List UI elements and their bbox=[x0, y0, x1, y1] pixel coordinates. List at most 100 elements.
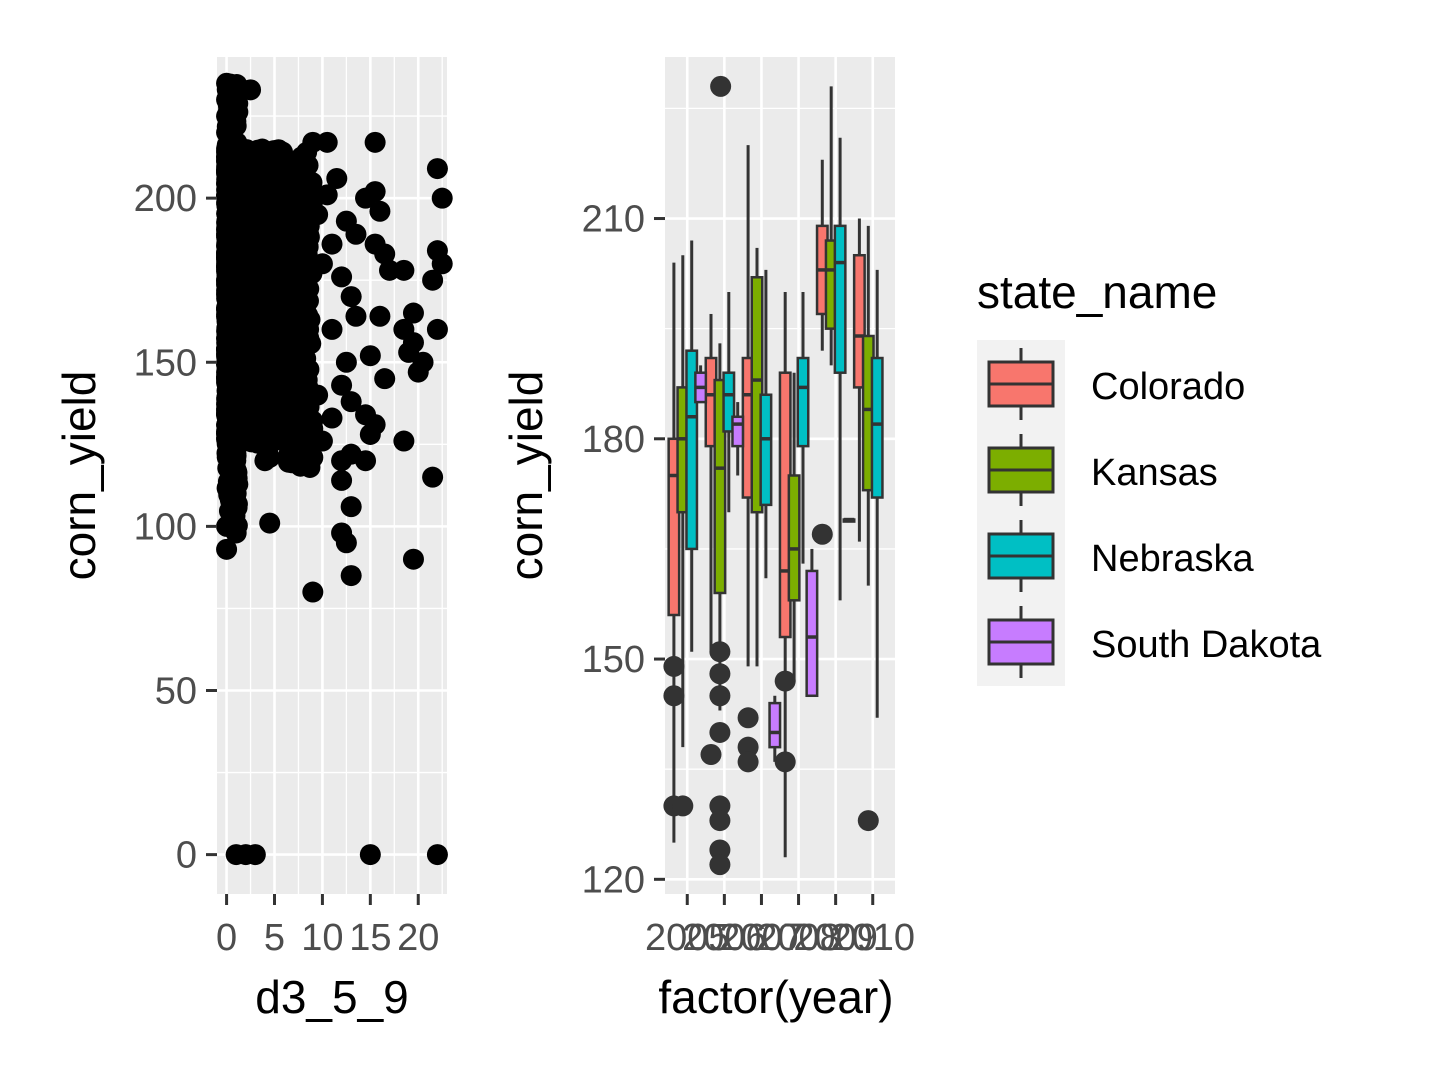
boxplot-marks bbox=[663, 75, 884, 876]
box-outlier bbox=[737, 751, 759, 773]
scatter-point bbox=[321, 318, 343, 340]
box-south-dakota-2009 bbox=[842, 517, 856, 523]
scatter-x-tick-label: 0 bbox=[216, 917, 237, 959]
legend-item-south-dakota: South Dakota bbox=[987, 606, 1322, 678]
box-outlier bbox=[737, 707, 759, 729]
scatter-point bbox=[340, 496, 362, 518]
scatter-point bbox=[225, 115, 247, 137]
scatter-point bbox=[331, 522, 353, 544]
legend-label: South Dakota bbox=[1091, 624, 1322, 666]
scatter-point bbox=[273, 220, 295, 242]
scatter-point bbox=[278, 368, 300, 390]
scatter-point bbox=[294, 227, 316, 249]
scatter-point bbox=[302, 131, 324, 153]
scatter-point bbox=[216, 538, 238, 560]
box-outlier bbox=[700, 744, 722, 765]
scatter-point bbox=[225, 317, 247, 339]
boxplot-x-tick-label: 2007 bbox=[719, 917, 804, 959]
scatter-point bbox=[225, 368, 247, 390]
scatter-point bbox=[287, 318, 309, 340]
box-kansas-2005 bbox=[672, 255, 694, 817]
scatter-x-axis-title: d3_5_9 bbox=[255, 971, 409, 1023]
scatter-point bbox=[220, 423, 242, 445]
box-south-dakota-2008 bbox=[805, 548, 819, 698]
scatter-point bbox=[393, 430, 415, 452]
box-outlier bbox=[663, 655, 685, 677]
box-nebraska-2005 bbox=[685, 240, 699, 652]
scatter-point bbox=[355, 450, 377, 472]
box-outlier bbox=[709, 641, 731, 663]
legend-item-nebraska: Nebraska bbox=[987, 520, 1254, 592]
scatter-point bbox=[321, 407, 343, 429]
box-outlier bbox=[709, 854, 731, 876]
scatter-point bbox=[244, 400, 266, 422]
box-body bbox=[870, 356, 884, 499]
box-outlier bbox=[710, 75, 732, 97]
scatter-point bbox=[331, 374, 353, 396]
scatter-point bbox=[331, 266, 353, 288]
scatter-point bbox=[355, 404, 377, 426]
scatter-point bbox=[258, 316, 280, 338]
scatter-point bbox=[364, 181, 386, 203]
boxplot-y-tick-label: 150 bbox=[582, 639, 645, 681]
scatter-point bbox=[223, 348, 245, 370]
scatter-point bbox=[222, 197, 244, 219]
box-outlier bbox=[737, 736, 759, 758]
scatter-point bbox=[268, 161, 290, 183]
boxplot-x-tick-label: 2009 bbox=[793, 917, 878, 959]
legend-title: state_name bbox=[977, 266, 1217, 318]
box-colorado-2009 bbox=[811, 159, 833, 545]
scatter-points bbox=[216, 72, 453, 866]
box-outlier bbox=[709, 663, 731, 685]
box-nebraska-2006 bbox=[722, 291, 736, 513]
scatter-point bbox=[364, 131, 386, 153]
scatter-point bbox=[316, 131, 338, 153]
boxplot-x-tick-label: 2008 bbox=[756, 917, 841, 959]
scatter-point bbox=[422, 269, 444, 291]
box-outlier bbox=[774, 670, 796, 692]
scatter-point bbox=[259, 446, 281, 468]
scatter-point bbox=[292, 269, 314, 291]
scatter-point bbox=[252, 268, 274, 290]
scatter-point bbox=[374, 368, 396, 390]
box-body bbox=[667, 437, 681, 617]
scatter-y-tick-label: 100 bbox=[134, 506, 197, 548]
scatter-x-tick-label: 20 bbox=[397, 917, 439, 959]
scatter-point bbox=[298, 358, 320, 380]
legend-label: Colorado bbox=[1091, 366, 1245, 408]
scatter-point bbox=[291, 246, 313, 268]
box-body bbox=[768, 701, 782, 749]
scatter-point bbox=[275, 335, 297, 357]
scatter-point bbox=[244, 844, 266, 866]
box-south-dakota-2006 bbox=[731, 402, 745, 476]
scatter-y-tick-label: 50 bbox=[155, 670, 197, 712]
scatter-point bbox=[225, 522, 247, 544]
scatter-point bbox=[220, 269, 242, 291]
scatter-point bbox=[307, 384, 329, 406]
scatter-point bbox=[230, 236, 252, 258]
boxplot-x-axis-title: factor(year) bbox=[658, 971, 893, 1023]
boxplot-y-tick-label: 210 bbox=[582, 199, 645, 241]
box-kansas-2006 bbox=[709, 343, 731, 876]
box-south-dakota-2007 bbox=[768, 695, 782, 762]
scatter-point bbox=[321, 233, 343, 255]
scatter-point bbox=[216, 287, 238, 309]
box-outlier bbox=[672, 795, 694, 817]
box-body bbox=[787, 474, 801, 602]
box-nebraska-2010 bbox=[870, 269, 884, 718]
scatter-point bbox=[289, 185, 311, 207]
box-body bbox=[713, 378, 727, 595]
scatter-point bbox=[340, 391, 362, 413]
box-body bbox=[852, 253, 866, 389]
scatter-point bbox=[345, 305, 367, 327]
scatter-point bbox=[369, 200, 391, 222]
scatter-point bbox=[227, 154, 249, 176]
box-kansas-2008 bbox=[787, 372, 801, 682]
scatter-point bbox=[240, 79, 262, 101]
scatter-point bbox=[235, 302, 257, 324]
legend: state_name Colorado Kansas Nebraska South D… bbox=[977, 266, 1322, 686]
